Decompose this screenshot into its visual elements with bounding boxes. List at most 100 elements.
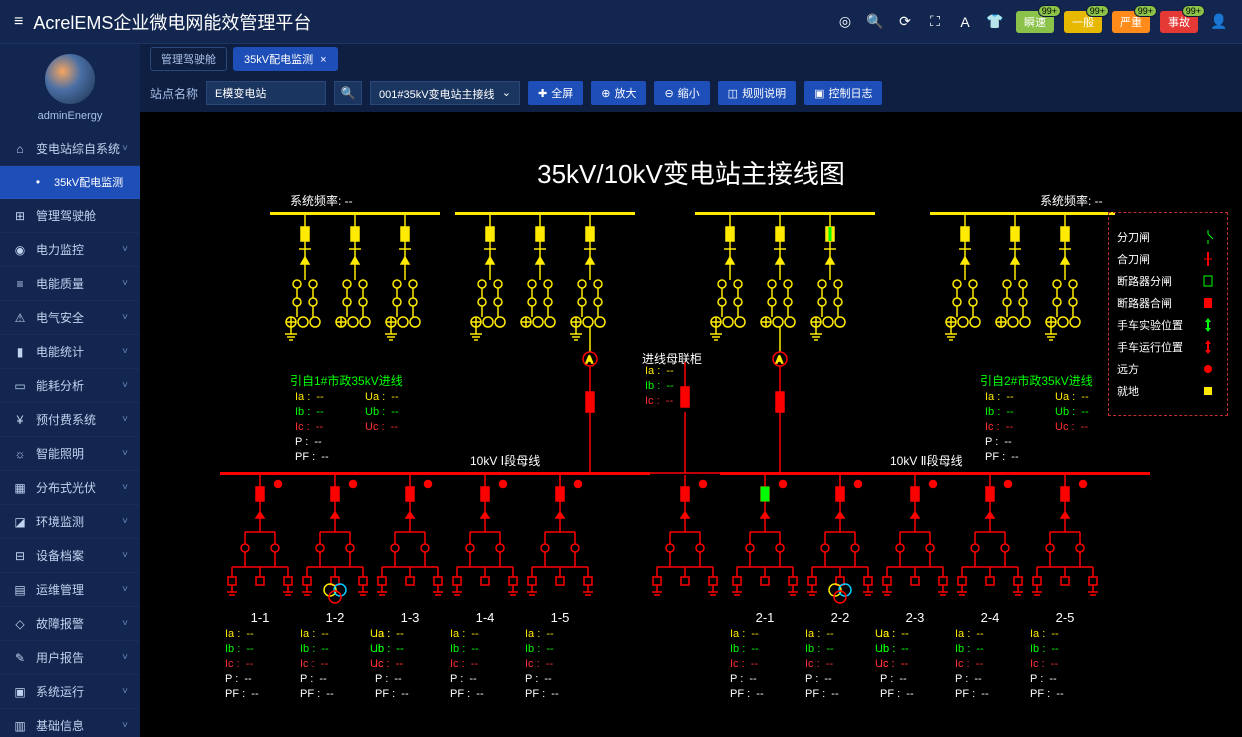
- nav-icon: ▥: [12, 719, 28, 733]
- chevron-icon: ˅: [122, 414, 128, 425]
- legend-row: 手车实验位置: [1117, 317, 1219, 333]
- search-icon[interactable]: 🔍: [866, 13, 884, 31]
- nav-分布式光伏[interactable]: ▦ 分布式光伏 ˅: [0, 471, 140, 505]
- feeder-label: 1-1: [230, 610, 290, 625]
- nav-系统运行[interactable]: ▣ 系统运行 ˅: [0, 675, 140, 709]
- feeder-label: 1-5: [530, 610, 590, 625]
- svg-text:A: A: [586, 355, 593, 366]
- nav-35kV配电监测[interactable]: • 35kV配电监测: [0, 166, 140, 199]
- feeder-label: 2-1: [735, 610, 795, 625]
- nav-电气安全[interactable]: ⚠ 电气安全 ˅: [0, 301, 140, 335]
- top-right: ◎ 🔍 ⟳ ⛶ A 👕 瞬速99+ 一般99+ 严重99+ 事故99+ 👤: [836, 11, 1228, 33]
- meas-block: Ia : --Ib : --Ic : --P : --PF : --: [955, 627, 989, 702]
- alert-事故[interactable]: 事故99+: [1160, 11, 1198, 33]
- chevron-icon: ˅: [122, 143, 128, 154]
- btn-控制日志[interactable]: ▣控制日志: [804, 81, 882, 105]
- nav-icon: ⊟: [12, 549, 28, 563]
- nav-icon: ⊞: [12, 209, 28, 223]
- alert-瞬速[interactable]: 瞬速99+: [1016, 11, 1054, 33]
- nav-基础信息[interactable]: ▥ 基础信息 ˅: [0, 709, 140, 737]
- nav-icon: ▦: [12, 481, 28, 495]
- btn-全屏[interactable]: ✚全屏: [528, 81, 583, 105]
- btn-规则说明[interactable]: ◫规则说明: [718, 81, 796, 105]
- alert-严重[interactable]: 严重99+: [1112, 11, 1150, 33]
- nav-icon: ✎: [12, 651, 28, 665]
- nav-icon: ▣: [12, 685, 28, 699]
- meas-block: Ia : --Ib : --Ic : --P : --PF : --: [295, 390, 329, 465]
- nav-icon: ¥: [12, 413, 28, 427]
- tab-35kV配电监测[interactable]: 35kV配电监测 ×: [233, 47, 338, 71]
- nav-故障报警[interactable]: ◇ 故障报警 ˅: [0, 607, 140, 641]
- chevron-icon: ˅: [122, 278, 128, 289]
- chevron-icon: ˅: [122, 516, 128, 527]
- 规则说明-icon: ◫: [728, 87, 738, 100]
- nav-管理驾驶舱[interactable]: ⊞ 管理驾驶舱: [0, 199, 140, 233]
- nav-电能统计[interactable]: ▮ 电能统计 ˅: [0, 335, 140, 369]
- nav-运维管理[interactable]: ▤ 运维管理 ˅: [0, 573, 140, 607]
- feeder-label: 1-3: [380, 610, 440, 625]
- chevron-icon: ˅: [122, 618, 128, 629]
- nav-电能质量[interactable]: ≡ 电能质量 ˅: [0, 267, 140, 301]
- nav-icon: ▤: [12, 583, 28, 597]
- nav-智能照明[interactable]: ☼ 智能照明 ˅: [0, 437, 140, 471]
- menu-icon[interactable]: ≡: [14, 13, 23, 31]
- chevron-icon: ˅: [122, 380, 128, 391]
- search-button[interactable]: 🔍: [334, 81, 362, 105]
- theme-icon[interactable]: 👕: [986, 13, 1004, 31]
- nav-icon: ☼: [12, 447, 28, 461]
- feeder-label: 2-4: [960, 610, 1020, 625]
- 缩小-icon: ⊖: [664, 87, 673, 100]
- 放大-icon: ⊕: [601, 87, 610, 100]
- alert-一般[interactable]: 一般99+: [1064, 11, 1102, 33]
- chevron-icon: ˅: [122, 550, 128, 561]
- nav-icon: ▮: [12, 345, 28, 359]
- legend-row: 分刀闸: [1117, 229, 1219, 245]
- chevron-icon: ˅: [122, 244, 128, 255]
- legend-row: 手车运行位置: [1117, 339, 1219, 355]
- compass-icon[interactable]: ◎: [836, 13, 854, 31]
- sidebar: adminEnergy ⌂ 变电站综自系统 ˅ • 35kV配电监测 ⊞ 管理驾…: [0, 44, 140, 737]
- meas-block: Ia : --Ib : --Ic : --P : --PF : --: [300, 627, 334, 702]
- chevron-icon: ˅: [122, 686, 128, 697]
- nav-list: ⌂ 变电站综自系统 ˅ • 35kV配电监测 ⊞ 管理驾驶舱 ◉ 电力监控 ˅ …: [0, 132, 140, 737]
- nav-环境监测[interactable]: ◪ 环境监测 ˅: [0, 505, 140, 539]
- alert-pills: 瞬速99+ 一般99+ 严重99+ 事故99+: [1016, 11, 1198, 33]
- svg-text:A: A: [776, 355, 783, 366]
- top-bar: ≡ AcrelEMS企业微电网能效管理平台 ◎ 🔍 ⟳ ⛶ A 👕 瞬速99+一…: [0, 0, 1242, 44]
- refresh-icon[interactable]: ⟳: [896, 13, 914, 31]
- nav-设备档案[interactable]: ⊟ 设备档案 ˅: [0, 539, 140, 573]
- btn-放大[interactable]: ⊕放大: [591, 81, 646, 105]
- chevron-icon: ˅: [122, 312, 128, 323]
- meas-block: Ia : --Ib : --Ic : --P : --PF : --: [450, 627, 484, 702]
- nav-能耗分析[interactable]: ▭ 能耗分析 ˅: [0, 369, 140, 403]
- site-input[interactable]: [206, 81, 326, 105]
- feeder-label: 1-4: [455, 610, 515, 625]
- btn-缩小[interactable]: ⊖缩小: [654, 81, 709, 105]
- legend: 分刀闸合刀闸断路器分闸断路器合闸手车实验位置手车运行位置远方就地: [1108, 212, 1228, 416]
- font-icon[interactable]: A: [956, 13, 974, 31]
- line-select[interactable]: 001#35kV变电站主接线 ⌄: [370, 81, 520, 105]
- nav-icon: ◪: [12, 515, 28, 529]
- meas-block-u: Ua : --Ub : --Uc : --: [1055, 390, 1089, 435]
- tab-管理驾驶舱[interactable]: 管理驾驶舱: [150, 47, 227, 71]
- fullscreen-icon[interactable]: ⛶: [926, 13, 944, 31]
- user-icon[interactable]: 👤: [1210, 13, 1228, 31]
- feeder-label: 1-2: [305, 610, 365, 625]
- feeder-label: 2-5: [1035, 610, 1095, 625]
- main: 管理驾驶舱35kV配电监测 × 站点名称 🔍 001#35kV变电站主接线 ⌄ …: [140, 44, 1242, 737]
- nav-icon: ▭: [12, 379, 28, 393]
- meas-block: Ia : --Ib : --Ic : --P : --PF : --: [525, 627, 559, 702]
- nav-预付费系统[interactable]: ¥ 预付费系统 ˅: [0, 403, 140, 437]
- nav-用户报告[interactable]: ✎ 用户报告 ˅: [0, 641, 140, 675]
- legend-row: 断路器合闸: [1117, 295, 1219, 311]
- toolbar: 站点名称 🔍 001#35kV变电站主接线 ⌄ ✚全屏 ⊕放大 ⊖缩小 ◫规则说明 ▣控…: [140, 74, 1242, 112]
- meas-block: Ia : --Ib : --Ic : --P : --PF : --: [1030, 627, 1064, 702]
- nav-变电站综自系统[interactable]: ⌂ 变电站综自系统 ˅: [0, 132, 140, 166]
- nav-icon: ⚠: [12, 311, 28, 325]
- meas-block-u: Ua : --Ub : --Uc : --: [365, 390, 399, 435]
- nav-电力监控[interactable]: ◉ 电力监控 ˅: [0, 233, 140, 267]
- username: adminEnergy: [0, 110, 140, 122]
- site-label: 站点名称: [150, 85, 198, 102]
- meas-block: Ia : --Ib : --Ic : --P : --PF : --: [730, 627, 764, 702]
- avatar[interactable]: [45, 54, 95, 104]
